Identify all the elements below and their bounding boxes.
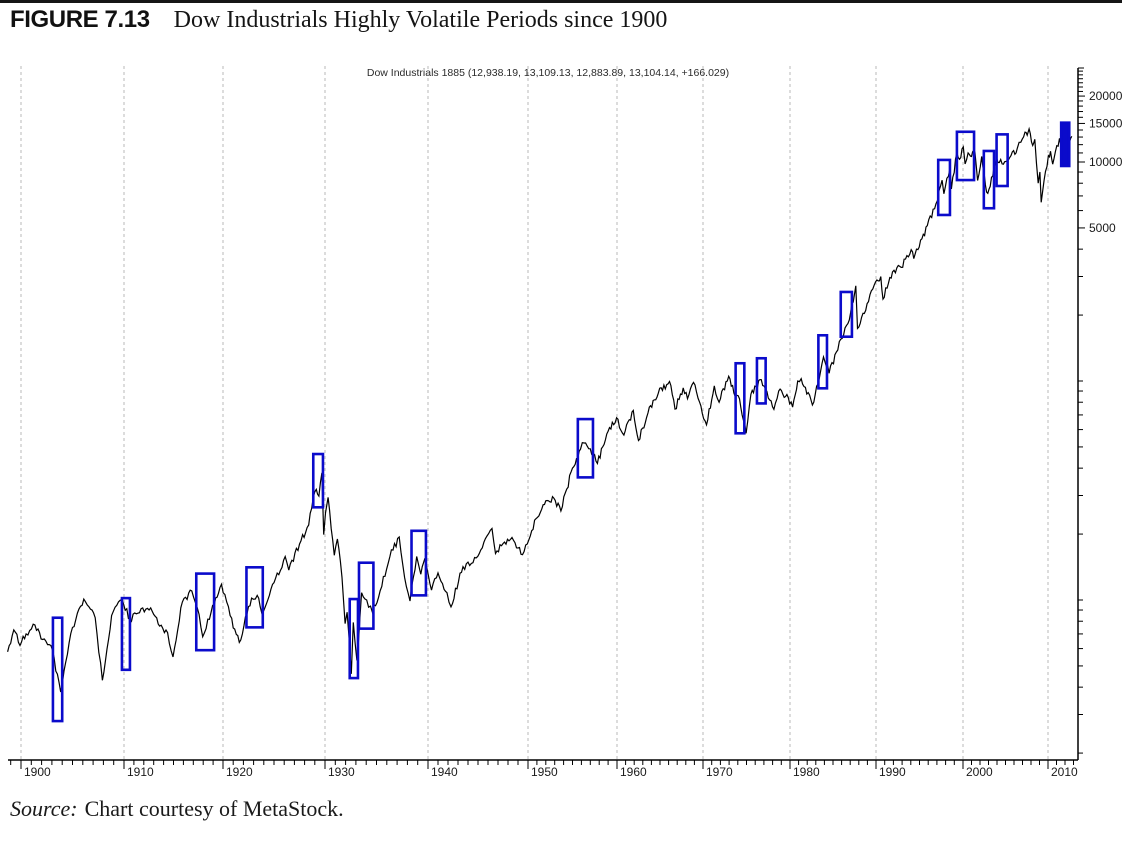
volatility-highlight-rect xyxy=(936,158,952,217)
volatility-highlight-rect xyxy=(1059,121,1071,168)
svg-text:1990: 1990 xyxy=(879,765,906,779)
volatility-highlight-rect xyxy=(734,361,746,435)
svg-text:1910: 1910 xyxy=(127,765,154,779)
svg-text:10000: 10000 xyxy=(1089,155,1122,169)
x-axis-ticks xyxy=(10,760,1074,769)
volatility-highlight-rect xyxy=(817,333,829,390)
source-text: Chart courtesy of MetaStock. xyxy=(84,796,344,821)
volatility-highlight-rect xyxy=(839,290,854,339)
price-chart: 1900 1910 1920 1930 1940 1950 1960 1970 1980 1990… xyxy=(7,66,1122,779)
svg-text:5000: 5000 xyxy=(1089,221,1116,235)
top-rule xyxy=(0,0,1122,3)
volatility-highlight-rect xyxy=(576,417,595,479)
svg-text:2010: 2010 xyxy=(1051,765,1078,779)
figure-caption: FIGURE 7.13 Dow Industrials Highly Volati… xyxy=(10,6,667,34)
volatility-highlight-rect xyxy=(410,529,428,597)
y-axis-labels: 5000 10000 15000 20000 xyxy=(1089,89,1122,235)
source-prefix: Source: xyxy=(10,796,78,821)
price-line xyxy=(7,126,1073,693)
chart-title: Dow Industrials 1885 (12,938.19, 13,109.… xyxy=(366,67,730,79)
volatility-highlight-rect xyxy=(755,356,767,405)
volatility-highlight-rect xyxy=(348,597,360,680)
svg-text:20000: 20000 xyxy=(1089,89,1122,103)
svg-text:1960: 1960 xyxy=(620,765,647,779)
x-axis-labels: 1900 1910 1920 1930 1940 1950 1960 1970 1980 1990… xyxy=(24,765,1078,779)
volatility-highlight-rect xyxy=(982,149,996,210)
svg-text:1930: 1930 xyxy=(328,765,355,779)
y-axis-ticks xyxy=(1078,70,1085,754)
figure-label: FIGURE 7.13 xyxy=(10,6,150,33)
svg-text:1950: 1950 xyxy=(531,765,558,779)
volatility-highlight-rect xyxy=(120,596,132,672)
volatility-highlight-rect xyxy=(311,452,325,509)
svg-text:1920: 1920 xyxy=(226,765,253,779)
volatility-highlight-rect xyxy=(955,130,976,182)
source-line: Source: Chart courtesy of MetaStock. xyxy=(10,796,344,822)
svg-text:15000: 15000 xyxy=(1089,116,1122,130)
figure-title: Dow Industrials Highly Volatile Periods … xyxy=(173,7,668,33)
axes xyxy=(8,67,1084,761)
svg-text:1970: 1970 xyxy=(706,765,733,779)
volatility-highlight-rect xyxy=(51,616,64,723)
volatility-highlight-rect xyxy=(995,133,1009,188)
svg-text:1980: 1980 xyxy=(793,765,820,779)
svg-text:1940: 1940 xyxy=(431,765,458,779)
svg-text:1900: 1900 xyxy=(24,765,51,779)
volatility-highlight-rect xyxy=(357,561,375,630)
decade-gridlines xyxy=(20,66,1049,760)
volatility-highlights xyxy=(51,121,1071,723)
svg-text:2000: 2000 xyxy=(966,765,993,779)
volatility-highlight-rect xyxy=(194,572,216,652)
volatility-highlight-rect xyxy=(245,566,265,629)
